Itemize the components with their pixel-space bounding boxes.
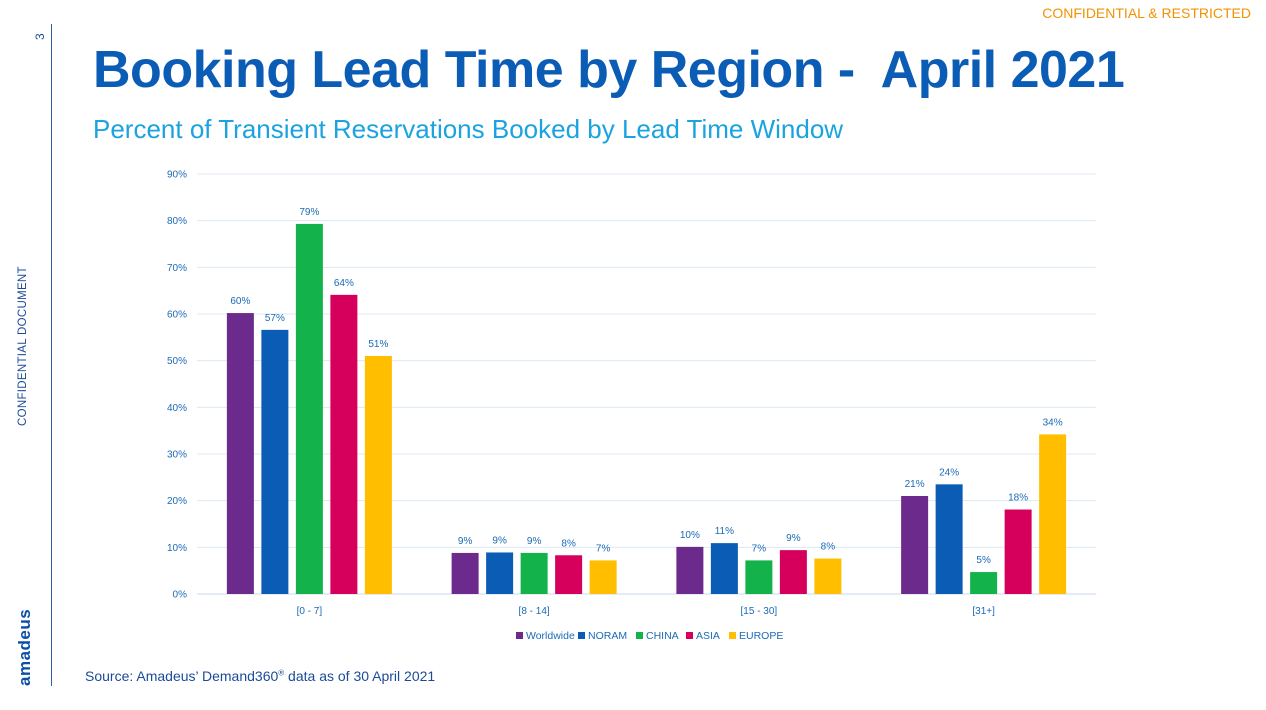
- y-tick-label: 90%: [167, 170, 187, 181]
- data-label: 18%: [1008, 493, 1028, 504]
- bar-europe: [814, 558, 842, 594]
- data-label: 11%: [715, 526, 734, 537]
- bar-europe: [1039, 434, 1067, 594]
- bar-europe: [364, 356, 392, 594]
- data-label: 9%: [786, 533, 801, 544]
- legend-label-noram: NORAM: [588, 630, 627, 642]
- bar-asia: [555, 555, 583, 594]
- legend-swatch-asia: [686, 632, 693, 639]
- data-label: 64%: [334, 278, 354, 289]
- legend-swatch-noram: [578, 632, 585, 639]
- registered-mark: ®: [278, 668, 285, 678]
- x-tick-label: [0 - 7]: [297, 606, 323, 617]
- bar-worldwide: [901, 496, 929, 594]
- bar-asia: [779, 550, 807, 594]
- data-label: 9%: [458, 536, 473, 547]
- x-tick-label: [31+]: [972, 606, 995, 617]
- bar-noram: [710, 543, 738, 594]
- bar-europe: [589, 560, 617, 594]
- y-tick-label: 10%: [167, 543, 187, 554]
- bar-china: [295, 223, 323, 594]
- data-label: 34%: [1043, 417, 1063, 428]
- bar-asia: [330, 294, 358, 594]
- page-subtitle: Percent of Transient Reservations Booked…: [93, 114, 844, 144]
- legend-label-europe: EUROPE: [739, 630, 783, 642]
- page-title: Booking Lead Time by Region - April 2021: [93, 41, 1125, 99]
- data-label: 8%: [821, 542, 836, 553]
- data-label: 24%: [939, 467, 959, 478]
- bar-worldwide: [676, 546, 704, 594]
- data-label: 21%: [905, 479, 925, 490]
- data-label: 7%: [752, 543, 767, 554]
- source-text-end: data as of 30 April 2021: [284, 668, 436, 684]
- data-label: 79%: [299, 207, 319, 218]
- legend-label-asia: ASIA: [696, 630, 720, 642]
- bar-china: [970, 572, 998, 594]
- bar-china: [520, 552, 548, 594]
- y-tick-label: 50%: [167, 356, 187, 367]
- data-label: 9%: [492, 535, 507, 546]
- legend-label-china: CHINA: [646, 630, 679, 642]
- y-tick-label: 20%: [167, 496, 187, 507]
- data-label: 8%: [561, 538, 576, 549]
- data-label: 7%: [596, 543, 611, 554]
- data-label: 9%: [527, 536, 542, 547]
- y-tick-label: 30%: [167, 450, 187, 461]
- legend-swatch-europe: [729, 632, 736, 639]
- y-tick-label: 60%: [167, 310, 187, 321]
- data-label: 57%: [265, 313, 285, 324]
- source-note: Source: Amadeus’ Demand360® data as of 3…: [85, 668, 435, 684]
- data-label: 10%: [680, 530, 700, 541]
- data-label: 51%: [368, 339, 388, 350]
- data-label: 5%: [976, 555, 991, 566]
- bar-worldwide: [451, 552, 479, 594]
- x-tick-label: [8 - 14]: [519, 606, 550, 617]
- bar-china: [745, 560, 773, 594]
- y-tick-label: 0%: [173, 590, 188, 601]
- side-divider: [51, 24, 52, 686]
- y-tick-label: 40%: [167, 403, 187, 414]
- bar-noram: [935, 484, 963, 594]
- legend-swatch-china: [636, 632, 643, 639]
- bar-noram: [486, 552, 514, 594]
- y-tick-label: 80%: [167, 216, 187, 227]
- y-tick-label: 70%: [167, 263, 187, 274]
- confidential-restricted-label: CONFIDENTIAL & RESTRICTED: [1042, 5, 1251, 21]
- legend-swatch-worldwide: [516, 632, 523, 639]
- bar-asia: [1004, 509, 1032, 594]
- legend-label-worldwide: Worldwide: [526, 630, 575, 642]
- source-text: Source: Amadeus’ Demand360: [85, 668, 279, 684]
- bar-worldwide: [226, 313, 254, 594]
- data-label: 60%: [230, 296, 250, 307]
- bar-noram: [261, 329, 289, 594]
- x-tick-label: [15 - 30]: [741, 606, 778, 617]
